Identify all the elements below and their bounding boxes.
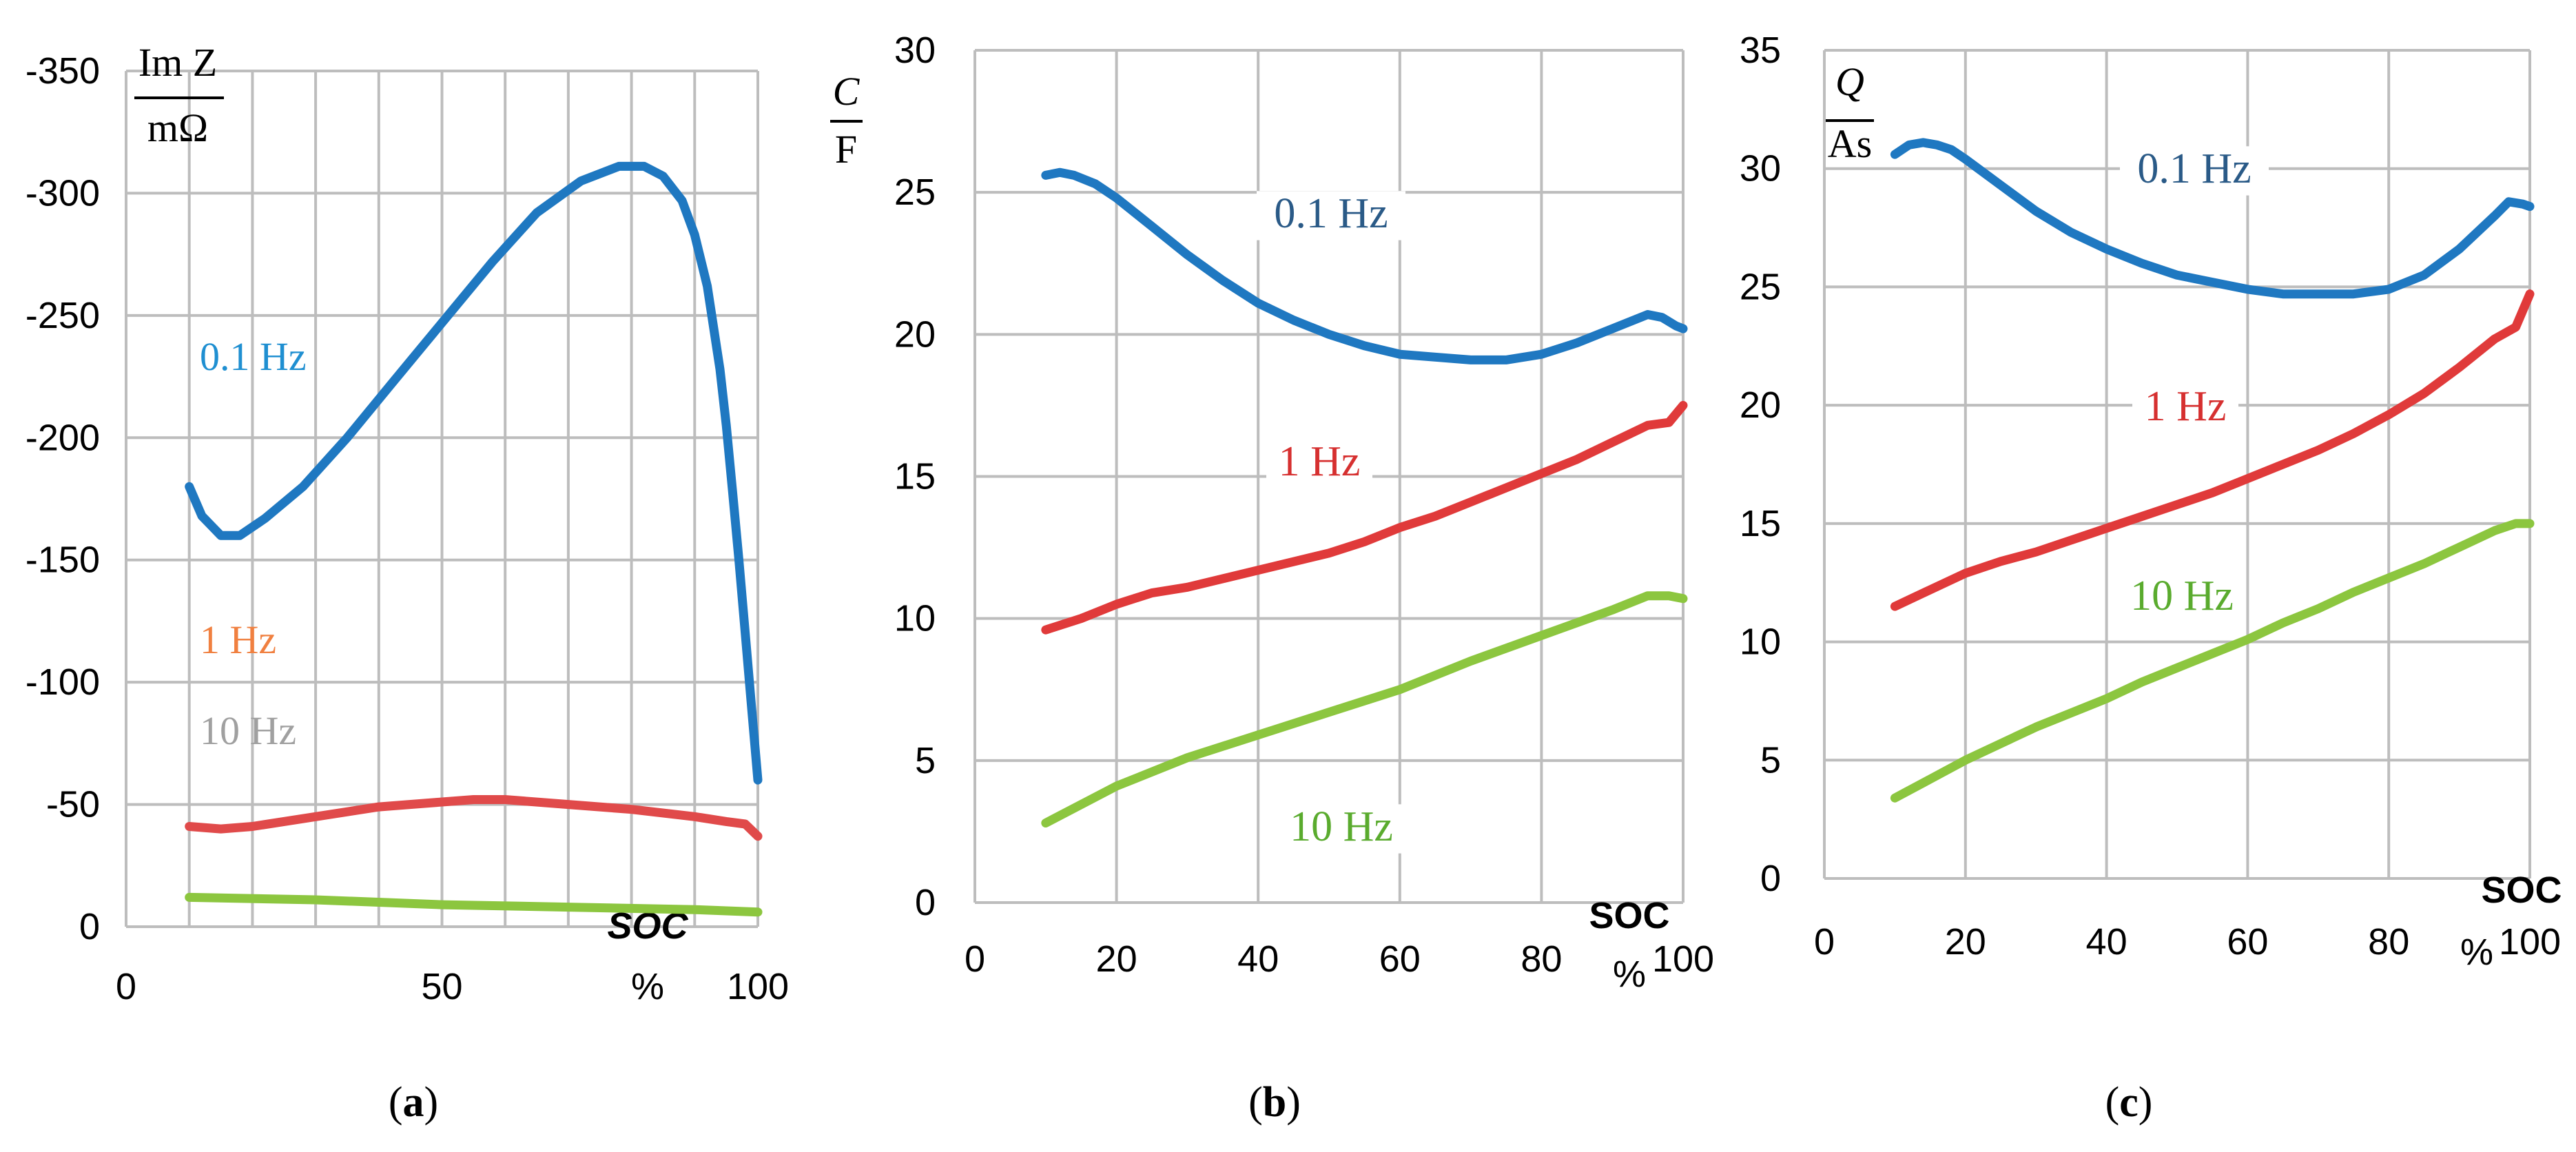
series-line-10-hz <box>1890 519 2535 803</box>
x-tick-label: 0 <box>116 966 136 1007</box>
x-axis-label-bottom: % <box>631 966 664 1007</box>
y-tick-label: -50 <box>46 784 100 825</box>
x-axis-label-top: SOC <box>1589 895 1669 936</box>
y-tick-label: -100 <box>25 661 100 703</box>
series-label-backing <box>1257 191 1405 240</box>
series-label: 1 Hz <box>2145 383 2227 430</box>
x-tick-label: 50 <box>421 966 462 1007</box>
y-tick-label: 0 <box>79 906 100 947</box>
x-axis-label-top: SOC <box>2481 870 2562 911</box>
x-tick-label: 100 <box>1652 938 1714 980</box>
series-label: 10 Hz <box>2130 573 2234 619</box>
series-label: 1 Hz <box>200 617 276 662</box>
y-tick-label: -200 <box>25 417 100 458</box>
series-line-1-hz <box>1890 289 2535 611</box>
y-axis-label-bottom: mΩ <box>147 105 208 150</box>
y-tick-label: 20 <box>894 313 936 355</box>
series-label: 0.1 Hz <box>2137 145 2251 192</box>
y-tick-label: -250 <box>25 295 100 336</box>
series-label: 10 Hz <box>200 708 296 753</box>
y-tick-label: -300 <box>25 172 100 214</box>
y-tick-label: 0 <box>1760 858 1781 899</box>
y-tick-label: -150 <box>25 539 100 581</box>
series-line-0-1-hz <box>1890 138 2535 299</box>
y-tick-label: 25 <box>894 172 936 213</box>
x-tick-label: 0 <box>965 938 985 980</box>
x-tick-label: 60 <box>2227 921 2268 963</box>
y-tick-label: 25 <box>1740 266 1781 307</box>
series-line-0-1-hz <box>185 161 763 785</box>
x-tick-label: 60 <box>1379 938 1421 980</box>
y-axis-label-top: Im Z <box>138 40 217 85</box>
y-axis-label-bottom: As <box>1828 121 1872 166</box>
series-label: 10 Hz <box>1290 803 1393 850</box>
y-tick-label: 5 <box>1760 739 1781 781</box>
y-tick-label: 30 <box>894 30 936 71</box>
series-line-0-1-hz <box>1041 167 1688 364</box>
y-tick-label: 35 <box>1740 30 1781 71</box>
y-axis-label-top: C <box>833 69 861 114</box>
x-tick-label: 80 <box>1521 938 1562 980</box>
x-tick-label: 40 <box>1237 938 1279 980</box>
x-tick-label: 20 <box>1945 921 1986 963</box>
x-tick-label: 100 <box>2499 921 2561 963</box>
x-tick-label: 80 <box>2368 921 2409 963</box>
y-axis-label-bottom: F <box>835 127 857 172</box>
y-tick-label: 20 <box>1740 384 1781 426</box>
series-line-10-hz <box>185 892 763 917</box>
x-axis-label-bottom: % <box>1613 954 1646 995</box>
series-label-backing <box>2120 146 2269 196</box>
chart-panel-1: 0 -50 -100 -150 -200 -250 -300 -350 0 50 100 Im Z mΩ… <box>25 40 789 1126</box>
panel-label: (b) <box>1248 1079 1301 1126</box>
series-label: 1 Hz <box>1279 438 1361 485</box>
series-line-1-hz <box>1041 400 1688 635</box>
y-tick-label: 30 <box>1740 148 1781 189</box>
x-tick-label: 40 <box>2086 921 2127 963</box>
y-tick-label: 0 <box>915 882 936 923</box>
x-axis-label-bottom: % <box>2460 932 2493 973</box>
y-tick-label: 10 <box>894 598 936 639</box>
series-label: 0.1 Hz <box>1274 190 1388 237</box>
y-tick-label: 10 <box>1740 621 1781 663</box>
panel-label: (a) <box>389 1079 438 1126</box>
series-label-backing <box>2132 384 2238 433</box>
x-tick-label: 100 <box>727 966 789 1007</box>
chart-panel-3: 0 5 10 15 20 25 30 35 0 20 40 60 80 100 Q As SOC% 0.1 Hz 1… <box>1740 30 2562 1126</box>
panel-label: (c) <box>2105 1079 2153 1126</box>
series-line-10-hz <box>1041 591 1688 827</box>
x-tick-label: 20 <box>1096 938 1137 980</box>
y-tick-label: -350 <box>25 50 100 92</box>
chart-panel-2: 0 5 10 15 20 25 30 0 20 40 60 80 100 CF SOC% 0.1 Hz 1 Hz… <box>830 30 1714 1126</box>
series-label: 0.1 Hz <box>200 334 307 379</box>
series-label-backing <box>1266 439 1372 488</box>
y-tick-label: 15 <box>894 456 936 497</box>
series-label-backing <box>2118 573 2246 623</box>
x-tick-label: 0 <box>1814 921 1835 963</box>
y-tick-label: 5 <box>915 740 936 781</box>
y-axis-label-top: Q <box>1835 59 1864 104</box>
series-line-1-hz <box>185 795 763 841</box>
y-tick-label: 15 <box>1740 503 1781 544</box>
series-label-backing <box>1277 804 1405 854</box>
